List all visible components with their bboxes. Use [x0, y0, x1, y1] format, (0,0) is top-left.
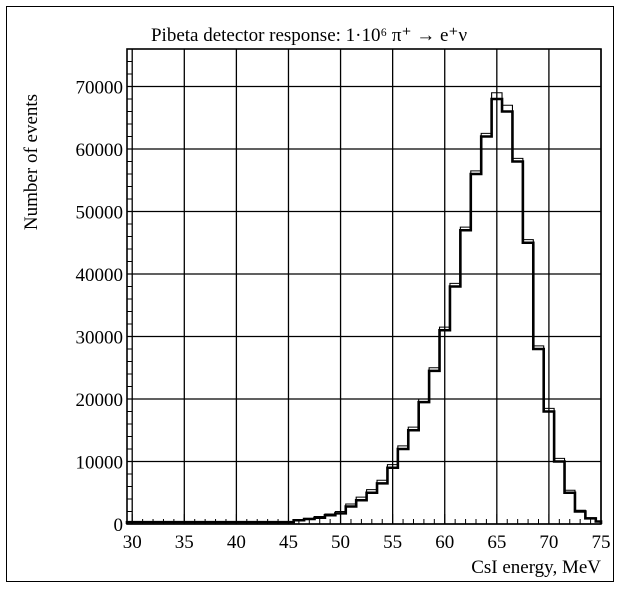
x-axis-label: CsI energy, MeV — [471, 557, 601, 578]
x-tick-label: 70 — [539, 532, 558, 553]
y-tick-label: 70000 — [76, 78, 124, 99]
y-tick-label: 40000 — [76, 265, 124, 286]
y-tick-label: 20000 — [76, 390, 124, 411]
y-tick-label: 10000 — [76, 453, 124, 474]
y-tick-labels: 0 10000 20000 30000 40000 50000 60000 70000 — [76, 78, 124, 537]
x-tick-labels: 30 35 40 45 50 55 60 65 70 75 — [123, 532, 611, 553]
x-tick-label: 75 — [592, 532, 611, 553]
x-tick-label: 45 — [279, 532, 298, 553]
x-tick-label: 55 — [383, 532, 402, 553]
y-tick-label: 60000 — [76, 140, 124, 161]
y-tick-label: 30000 — [76, 328, 124, 349]
plot-area-border — [126, 48, 602, 525]
y-tick-label: 50000 — [76, 203, 124, 224]
x-tick-label: 40 — [227, 532, 246, 553]
histogram-series-thin — [126, 92, 602, 524]
x-tick-label: 50 — [331, 532, 350, 553]
histogram-series-thick — [125, 97, 603, 524]
series-layer — [125, 92, 603, 524]
x-tick-label: 65 — [487, 532, 506, 553]
y-tick-label: 0 — [114, 515, 124, 536]
x-tick-label: 35 — [175, 532, 194, 553]
x-tick-label: 30 — [123, 532, 142, 553]
histogram-chart: Pibeta detector response: 1·10⁶ π⁺ → e⁺ν… — [21, 25, 611, 578]
axis-ticks — [127, 48, 602, 525]
chart-title: Pibeta detector response: 1·10⁶ π⁺ → e⁺ν — [151, 25, 467, 46]
x-tick-label: 60 — [435, 532, 454, 553]
chart-frame: Pibeta detector response: 1·10⁶ π⁺ → e⁺ν… — [6, 6, 614, 582]
y-axis-label: Number of events — [21, 94, 42, 230]
grid-lines — [127, 49, 602, 525]
